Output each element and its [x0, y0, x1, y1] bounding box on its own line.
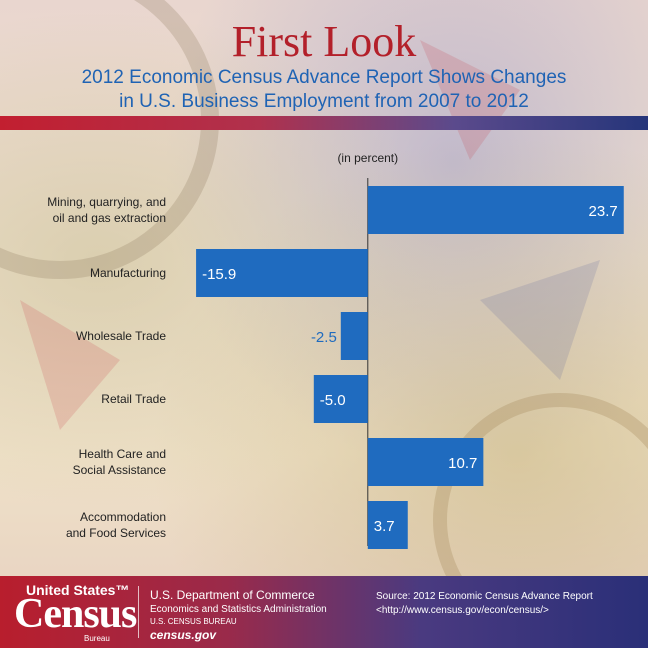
bar-5 — [367, 501, 408, 549]
page-subtitle: 2012 Economic Census Advance Report Show… — [81, 67, 567, 112]
dept-name: U.S. Department of Commerce — [150, 588, 315, 602]
logo-sub-text: Bureau — [84, 634, 110, 643]
unit-label: (in percent) — [337, 151, 398, 165]
category-label-2: Wholesale Trade — [76, 329, 166, 343]
category-label-3: Retail Trade — [101, 392, 166, 406]
value-label-0: 23.7 — [589, 203, 618, 220]
bar-chart: (in percent) 23.7 Mining, quarrying, and oi… — [47, 151, 624, 549]
category-label-0: Mining, quarrying, and oil and gas extrac… — [47, 195, 166, 225]
site-link[interactable]: census.gov — [150, 628, 217, 642]
bureau-name: U.S. CENSUS BUREAU — [150, 617, 237, 626]
footer-divider — [138, 586, 139, 638]
color-band — [0, 116, 648, 130]
bar-4 — [367, 438, 484, 486]
bar-3 — [313, 375, 368, 423]
category-label-5: Accommodation and Food Services — [66, 510, 166, 540]
bar-0 — [367, 186, 624, 234]
logo-top-text: United States™ — [26, 582, 130, 598]
category-label-1: Manufacturing — [90, 266, 166, 280]
source-line-1: Source: 2012 Economic Census Advance Rep… — [376, 591, 593, 602]
census-logo: Census — [14, 591, 137, 637]
value-label-4: 10.7 — [448, 455, 477, 472]
value-label-2: -2.5 — [311, 329, 337, 346]
footer: United States™ Census Bureau U.S. Depart… — [0, 576, 648, 648]
value-label-1: -15.9 — [202, 266, 236, 283]
source-note: Source: 2012 Economic Census Advance Rep… — [376, 590, 593, 618]
value-label-3: -5.0 — [320, 392, 346, 409]
value-label-5: 3.7 — [374, 518, 395, 535]
category-label-4: Health Care and Social Assistance — [73, 447, 167, 477]
bar-1 — [196, 249, 368, 297]
page-title: First Look — [231, 17, 417, 66]
bar-2 — [340, 312, 368, 360]
source-url[interactable]: <http://www.census.gov/econ/census/> — [376, 605, 549, 616]
esa-name: Economics and Statistics Administration — [150, 604, 327, 615]
